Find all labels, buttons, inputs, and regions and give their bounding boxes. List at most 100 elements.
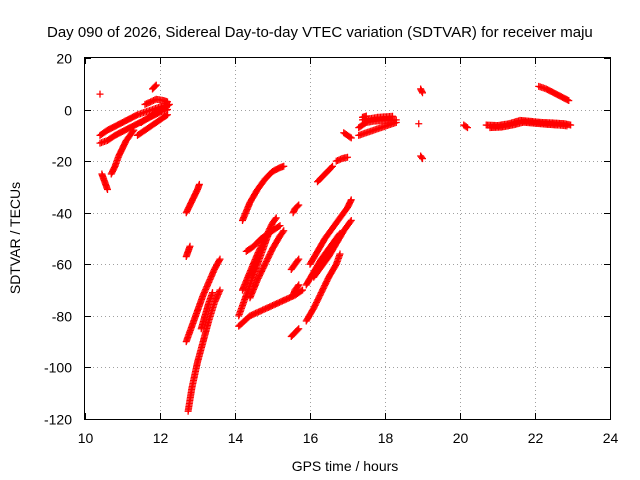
series-arc-31 xyxy=(340,129,355,142)
x-tick-label: 14 xyxy=(228,430,244,446)
data-point-interp xyxy=(294,202,302,210)
x-tick-label: 10 xyxy=(78,430,94,446)
data-point xyxy=(216,255,224,263)
y-tick-label: -120 xyxy=(44,412,72,428)
series-arc-21 xyxy=(289,201,303,217)
data-point-interp xyxy=(462,123,470,131)
data-point xyxy=(419,155,426,163)
data-point xyxy=(347,216,355,224)
series-arc-04 xyxy=(98,170,111,194)
series-arc-13 xyxy=(184,286,224,415)
data-point xyxy=(299,286,306,294)
data-marks xyxy=(96,81,575,415)
series-arc-22 xyxy=(287,255,303,273)
series-arc-01 xyxy=(96,90,104,98)
series-arc-14 xyxy=(197,289,216,333)
data-point-interp xyxy=(418,153,426,161)
series-arc-11 xyxy=(182,242,194,261)
series-arc-41 xyxy=(486,118,571,132)
series-arc-33 xyxy=(355,118,400,139)
series-arc-24 xyxy=(287,325,303,340)
data-point xyxy=(164,111,171,119)
x-tick-label: 16 xyxy=(303,430,319,446)
data-point-interp xyxy=(271,215,279,223)
data-point xyxy=(152,81,160,89)
data-point xyxy=(347,134,355,142)
series-arc-27 xyxy=(306,196,355,268)
series-arc-25 xyxy=(302,250,344,325)
y-tick-label: -80 xyxy=(52,309,72,325)
data-point xyxy=(280,162,288,170)
data-point-interp xyxy=(279,228,287,236)
series-arc-30 xyxy=(332,153,351,165)
data-point xyxy=(565,97,573,105)
data-point-interp xyxy=(151,82,159,90)
y-axis-label: SDTVAR / TECUs xyxy=(7,182,23,294)
data-point-interp xyxy=(327,163,335,171)
data-point xyxy=(216,286,224,294)
series-arc-09 xyxy=(149,81,160,93)
x-tick-label: 20 xyxy=(453,430,469,446)
data-point xyxy=(336,250,344,258)
data-point xyxy=(419,89,426,97)
data-point-interp xyxy=(294,326,302,334)
series-arc-29 xyxy=(314,162,336,186)
x-tick-label: 22 xyxy=(528,430,544,446)
data-point xyxy=(195,180,203,188)
data-point xyxy=(272,214,280,222)
series-arc-19 xyxy=(242,222,284,255)
data-point xyxy=(392,118,400,126)
data-point xyxy=(464,124,471,132)
y-tick-label: 20 xyxy=(56,51,72,67)
data-point xyxy=(209,289,216,297)
series-arc-05 xyxy=(107,126,138,178)
tick-layer: 10 12 14 16 18 20 22 24 20 0 -20 -40 -60 -80 -100 -120 xyxy=(44,51,619,447)
data-point xyxy=(186,242,194,250)
data-point-interp xyxy=(275,222,283,230)
data-point-interp xyxy=(162,112,170,120)
data-point-interp xyxy=(346,218,354,226)
data-point xyxy=(104,186,111,194)
data-point-interp xyxy=(294,256,302,264)
data-point-interp xyxy=(215,256,223,264)
x-tick-label: 24 xyxy=(603,430,619,446)
data-point xyxy=(96,90,104,98)
series-arc-18 xyxy=(246,227,288,302)
data-point-interp xyxy=(164,101,172,109)
data-point-interp xyxy=(297,287,305,295)
x-tick-label: 12 xyxy=(153,430,169,446)
data-point xyxy=(295,325,303,333)
data-point-interp xyxy=(346,133,354,141)
data-point xyxy=(347,196,355,204)
data-point xyxy=(295,281,303,289)
y-tick-label: -20 xyxy=(52,154,72,170)
data-point-interp xyxy=(294,282,302,290)
series-arc-35 xyxy=(359,112,370,121)
series-arc-36 xyxy=(417,85,426,97)
series-arc-10 xyxy=(182,180,203,217)
plot-frame xyxy=(84,57,611,420)
data-point xyxy=(389,112,396,120)
data-point-interp xyxy=(129,127,137,135)
y-tick-label: -100 xyxy=(44,360,72,376)
data-point xyxy=(295,201,303,209)
y-tick-label: -60 xyxy=(52,257,72,273)
data-point xyxy=(415,120,423,128)
series-arc-42 xyxy=(535,82,573,105)
data-point xyxy=(295,255,303,263)
data-point xyxy=(344,153,351,161)
y-tick-label: -40 xyxy=(52,206,72,222)
chart-title: Day 090 of 2026, Sidereal Day-to-day VTE… xyxy=(47,24,593,41)
series-arc-23 xyxy=(289,281,303,299)
data-point xyxy=(329,162,336,170)
series-arc-15 xyxy=(239,162,288,224)
series-arc-38 xyxy=(417,152,426,163)
data-point xyxy=(276,222,284,230)
series-arc-06 xyxy=(134,111,171,139)
data-point xyxy=(280,227,288,235)
y-tick-label: 0 xyxy=(64,103,72,119)
data-point xyxy=(563,122,571,130)
x-axis-label: GPS time / hours xyxy=(292,458,399,474)
series-arc-28 xyxy=(310,216,355,281)
